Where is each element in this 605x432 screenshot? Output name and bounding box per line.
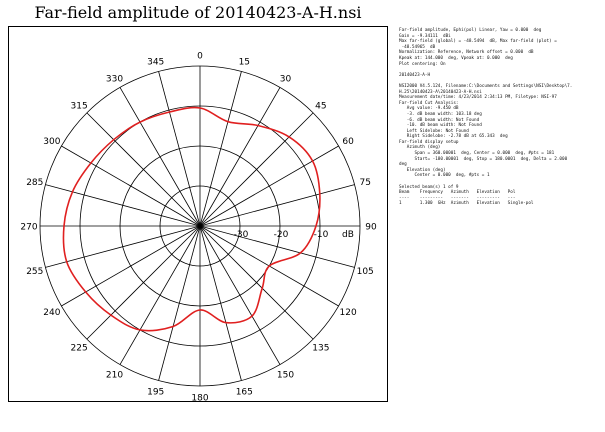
- angle-tick-label: 0: [197, 52, 203, 62]
- angle-tick-label: 45: [315, 102, 326, 112]
- info-line: Center = 0.000 deg, #pts = 1: [399, 173, 490, 179]
- grid-spoke: [119, 225, 201, 365]
- grid-spoke: [158, 225, 201, 381]
- info-line: Far-field display setup: [399, 139, 459, 145]
- info-line: Selected beam(s) 1 of 9: [399, 184, 459, 190]
- info-line: Avg value: -9.450 dB: [399, 106, 459, 112]
- radial-tick-label: -10: [314, 230, 329, 240]
- info-line: Beam Frequency Azimuth Elevation Pol: [399, 190, 516, 196]
- info-line: Far-field amplitude, Ephi(pol) Linear, Y…: [399, 28, 542, 33]
- angle-tick-label: 75: [359, 178, 370, 188]
- radial-tick-label: -30: [234, 230, 249, 240]
- grid-spoke: [199, 225, 314, 340]
- info-line: Elevation (deg): [399, 167, 446, 173]
- info-line: -10. dB beam width: Not Found: [399, 123, 482, 129]
- info-line: 1 1.300 GHz Azimuth Elevation Single-pol: [399, 201, 534, 207]
- angle-tick-label: 255: [26, 267, 43, 277]
- grid-spoke: [199, 225, 281, 365]
- chart-title: Far-field amplitude of 20140423-A-H.nsi: [34, 3, 362, 22]
- angle-tick-label: 315: [71, 102, 88, 112]
- info-line: deg: [399, 162, 407, 168]
- angle-tick-label: 90: [365, 223, 377, 233]
- grid-spoke: [199, 145, 339, 227]
- angle-tick-label: 30: [280, 74, 292, 84]
- angle-tick-label: 120: [340, 308, 357, 318]
- info-panel: Far-field amplitude, Ephi(pol) Linear, Y…: [399, 28, 603, 207]
- info-line: -48.54965 dB: [399, 44, 436, 50]
- angle-tick-label: 105: [357, 267, 374, 277]
- grid-spoke: [45, 184, 201, 227]
- angle-tick-label: 270: [20, 223, 37, 233]
- grid-spoke: [199, 87, 281, 227]
- plot-frame: [8, 26, 388, 402]
- angle-tick-label: 240: [43, 308, 60, 318]
- info-line: Max far-field (global) = -48.5494 dB, Ma…: [399, 39, 557, 45]
- info-line: H.25\20140423-A\20140423-A-H.nsi: [399, 89, 482, 95]
- series-line: [62, 106, 321, 332]
- angle-tick-label: 300: [43, 137, 60, 147]
- info-line: Gain = -9.34111 dBi: [399, 33, 451, 39]
- grid-spoke: [199, 71, 242, 227]
- angle-tick-label: 330: [106, 74, 123, 84]
- angle-tick-label: 285: [26, 178, 43, 188]
- angle-tick-label: 15: [239, 57, 250, 67]
- info-line: ---- --------- ------- --------- ---: [399, 195, 516, 201]
- info-line: Left Sidelobe: Not Found: [399, 128, 469, 134]
- grid-spoke: [86, 112, 201, 227]
- angle-tick-label: 210: [106, 371, 123, 381]
- grid-spoke: [158, 71, 201, 227]
- grid-spoke: [119, 87, 201, 227]
- info-line: Span = 360.00001 deg, Center = 0.000 deg…: [399, 151, 555, 157]
- info-line: Normalization: Reference, Network offset…: [399, 50, 534, 56]
- info-line: -3. dB beam width: 103.18 deg: [399, 111, 482, 117]
- angle-tick-label: 225: [71, 343, 88, 353]
- grid-spoke: [45, 225, 201, 268]
- radial-unit-label: dB: [342, 230, 354, 240]
- grid-spoke: [199, 225, 242, 381]
- grid-spoke: [86, 225, 201, 340]
- angle-tick-label: 60: [342, 137, 354, 147]
- angle-tick-label: 135: [312, 343, 329, 353]
- info-line: Kpeak at: 144.000 deg, Vpeak at: 0.000 d…: [399, 55, 513, 61]
- angle-tick-label: 180: [191, 394, 208, 404]
- info-line: 20140423-A-H: [399, 72, 431, 78]
- radial-tick-label: -20: [274, 230, 289, 240]
- info-line: NSI2000 V4.5.124, Filename:C:\Documents …: [399, 83, 573, 89]
- grid-spoke: [199, 184, 355, 227]
- info-line: -6. dB beam width: Not Found: [399, 117, 480, 123]
- grid-spoke: [61, 225, 201, 307]
- angle-tick-label: 150: [277, 371, 294, 381]
- info-line: Plot centering: On: [399, 61, 446, 67]
- info-line: Right Sidelobe: -2.78 dB at 65.343 deg: [399, 134, 508, 140]
- info-line: Measurement date/time: 4/23/2014 2:34:13…: [399, 95, 557, 101]
- angle-tick-label: 165: [236, 388, 253, 398]
- angle-tick-label: 195: [147, 388, 164, 398]
- info-line: Start= -180.00001 deg, Stop = 180.0001 d…: [399, 156, 568, 162]
- angle-tick-label: 345: [147, 57, 164, 67]
- grid-spoke: [199, 225, 355, 268]
- grid-spoke: [61, 145, 201, 227]
- info-line: Far-field Cut Analysis:: [399, 100, 459, 106]
- grid-spoke: [199, 112, 314, 227]
- info-line: Azimuth (deg): [399, 145, 441, 151]
